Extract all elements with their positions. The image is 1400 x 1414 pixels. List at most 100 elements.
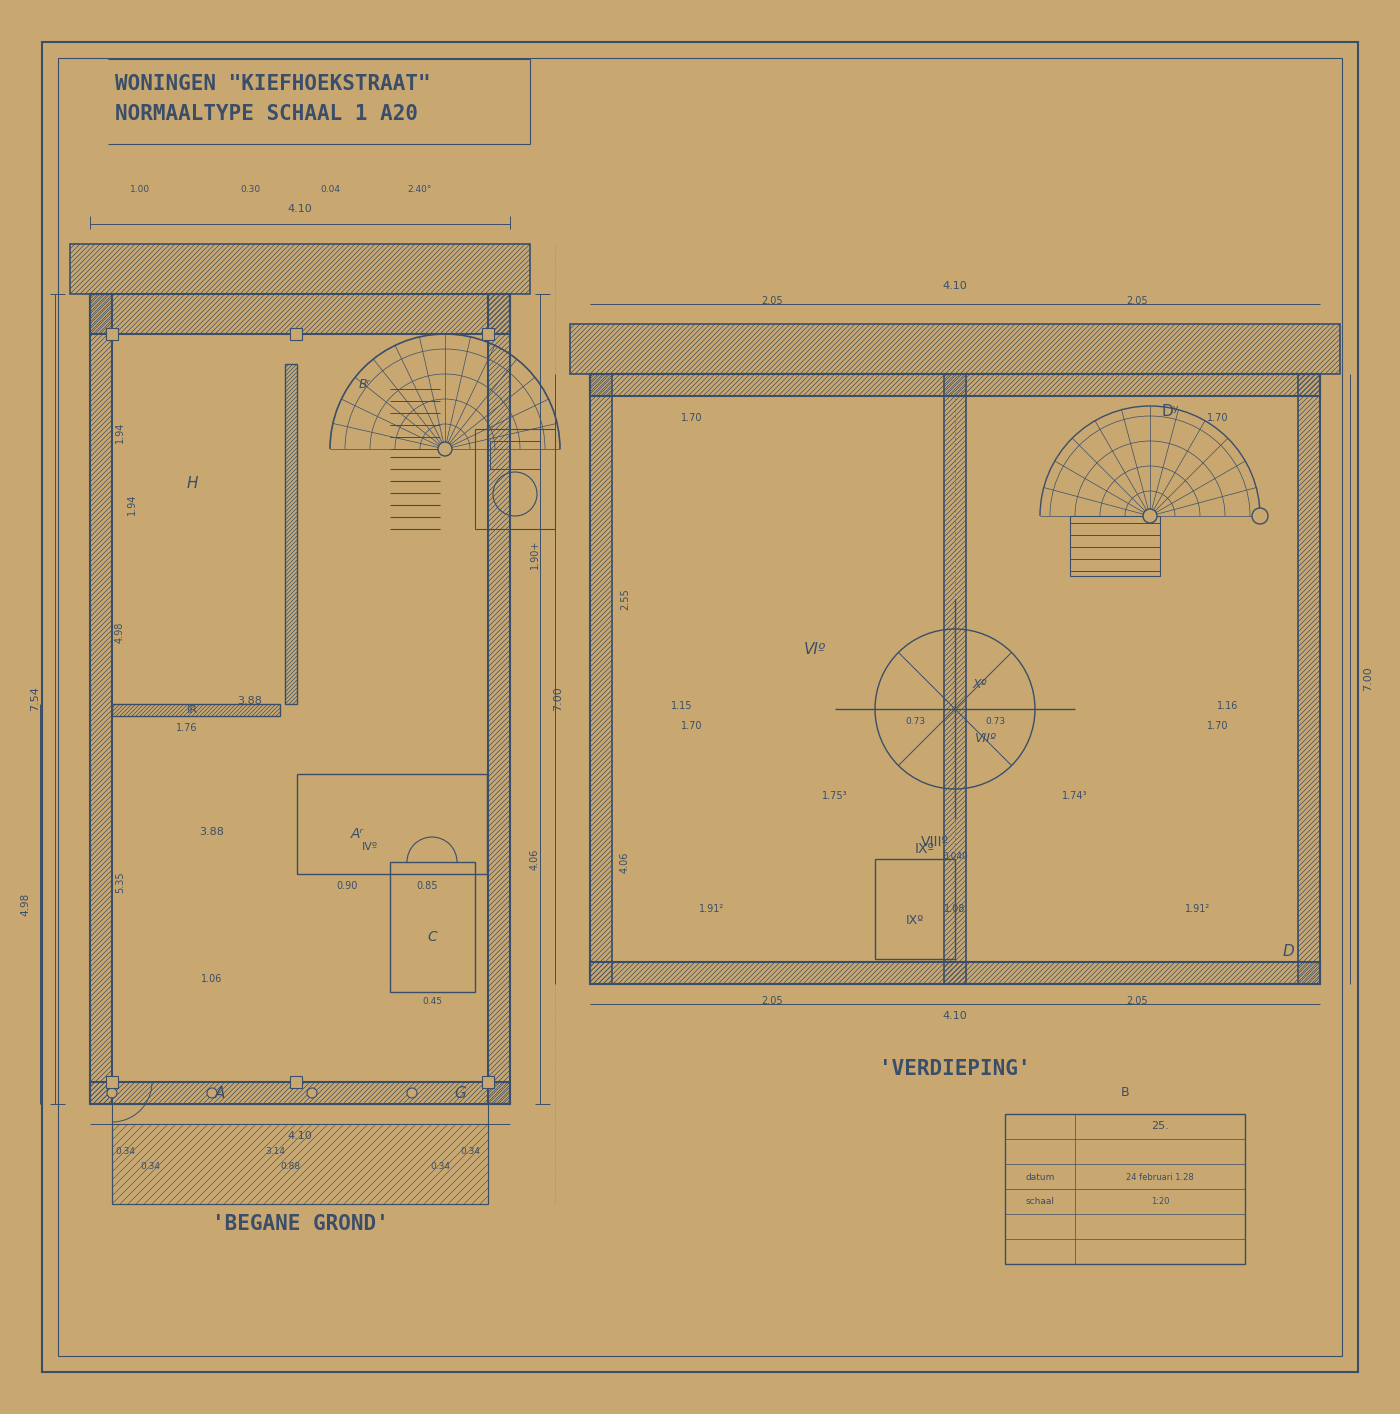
Text: 2.05: 2.05 — [762, 296, 783, 305]
Bar — [482, 1076, 494, 1087]
Text: 1.91²: 1.91² — [1186, 904, 1211, 913]
Bar — [70, 245, 531, 294]
Text: 7.00: 7.00 — [1364, 666, 1373, 691]
Text: 4.06: 4.06 — [620, 851, 630, 872]
Bar — [112, 1104, 489, 1203]
Text: D: D — [1282, 945, 1294, 960]
Bar — [1070, 516, 1161, 575]
Text: 4.06: 4.06 — [531, 848, 540, 870]
Text: WONINGEN "KIEFHOEKSTRAAT": WONINGEN "KIEFHOEKSTRAAT" — [115, 74, 431, 93]
Circle shape — [1142, 509, 1156, 523]
Bar — [490, 441, 540, 469]
Text: IVº: IVº — [363, 841, 378, 853]
Text: 1.76: 1.76 — [176, 723, 197, 732]
Bar — [1298, 373, 1320, 984]
Text: 4.98: 4.98 — [115, 621, 125, 643]
Text: A: A — [214, 1086, 225, 1100]
Text: C: C — [427, 930, 437, 945]
Bar — [482, 328, 494, 339]
Bar — [475, 428, 554, 529]
Circle shape — [407, 1087, 417, 1099]
Text: 0.34: 0.34 — [140, 1162, 160, 1171]
Text: 0.040: 0.040 — [942, 853, 967, 861]
Text: 4.10: 4.10 — [287, 204, 312, 214]
Text: Bʳ: Bʳ — [358, 378, 371, 390]
Text: 2.05: 2.05 — [762, 995, 783, 1005]
Circle shape — [207, 1087, 217, 1099]
Text: 2.55: 2.55 — [620, 588, 630, 609]
Text: 1.70: 1.70 — [1207, 413, 1229, 423]
Text: 25.: 25. — [1151, 1121, 1169, 1131]
Circle shape — [1252, 508, 1268, 525]
Text: 7.00: 7.00 — [553, 687, 563, 711]
Text: 3.88: 3.88 — [238, 696, 262, 706]
Text: 4.98: 4.98 — [20, 892, 29, 916]
Text: NORMAALTYPE SCHAAL 1 A20: NORMAALTYPE SCHAAL 1 A20 — [115, 105, 419, 124]
Bar — [589, 962, 1320, 984]
Bar — [489, 294, 510, 1104]
Bar — [286, 363, 297, 704]
Bar — [589, 373, 612, 984]
Text: 1.15: 1.15 — [671, 701, 693, 711]
Circle shape — [307, 1087, 316, 1099]
Bar — [944, 373, 966, 984]
Bar — [90, 294, 510, 334]
Text: 0.34: 0.34 — [115, 1147, 134, 1157]
Bar — [290, 328, 302, 339]
Text: VIIº: VIIº — [974, 732, 995, 745]
Text: 1.94: 1.94 — [115, 421, 125, 443]
Text: 3.14: 3.14 — [265, 1147, 286, 1157]
Text: VIIIº: VIIIº — [921, 836, 949, 848]
Bar — [90, 294, 112, 1104]
Bar — [391, 863, 475, 993]
Text: schaal: schaal — [1025, 1198, 1054, 1206]
Text: G: G — [454, 1086, 466, 1100]
Text: 0.73: 0.73 — [904, 717, 925, 725]
Text: 0.73: 0.73 — [986, 717, 1005, 725]
Text: 2.40°: 2.40° — [407, 184, 433, 194]
Text: 1.70: 1.70 — [682, 721, 703, 731]
Text: 'VERDIEPING': 'VERDIEPING' — [879, 1059, 1030, 1079]
Bar — [106, 1076, 118, 1087]
Text: 1.70: 1.70 — [682, 413, 703, 423]
Circle shape — [106, 1087, 118, 1099]
Text: Xº: Xº — [973, 677, 987, 690]
Bar — [875, 858, 955, 959]
Text: 3.88: 3.88 — [200, 827, 224, 837]
Bar — [589, 373, 1320, 984]
Text: 24 februari 1.28: 24 februari 1.28 — [1126, 1172, 1194, 1182]
Text: 4.10: 4.10 — [942, 1011, 967, 1021]
Bar — [1005, 1114, 1245, 1264]
Text: 1.16: 1.16 — [1218, 701, 1239, 711]
Text: 0.30: 0.30 — [239, 184, 260, 194]
Text: B: B — [1120, 1086, 1130, 1099]
Text: 0.45: 0.45 — [421, 997, 442, 1005]
Bar — [90, 1082, 510, 1104]
Text: VIº: VIº — [804, 642, 826, 656]
Text: 0.04: 0.04 — [321, 184, 340, 194]
Text: 0.34: 0.34 — [430, 1162, 449, 1171]
Text: 2.05: 2.05 — [1126, 296, 1148, 305]
Bar — [112, 704, 280, 715]
Text: 0.34: 0.34 — [461, 1147, 480, 1157]
Text: 5.35: 5.35 — [115, 871, 125, 892]
Text: IXº: IXº — [906, 913, 924, 928]
Text: 0.85: 0.85 — [416, 881, 438, 891]
Bar — [570, 324, 1340, 373]
Bar — [297, 773, 487, 874]
Text: Dʸ: Dʸ — [1162, 403, 1179, 419]
Text: 7.54: 7.54 — [29, 687, 41, 711]
Text: 1.06: 1.06 — [202, 974, 223, 984]
Bar — [112, 1124, 489, 1203]
Text: IR: IR — [186, 706, 197, 715]
Text: 1:20: 1:20 — [1151, 1198, 1169, 1206]
Text: 1.91²: 1.91² — [700, 904, 725, 913]
Text: 1.75³: 1.75³ — [822, 790, 848, 800]
Text: 1.90+: 1.90+ — [531, 539, 540, 568]
Text: 1.00: 1.00 — [130, 184, 150, 194]
Text: H: H — [186, 477, 197, 492]
Text: 1.70: 1.70 — [1207, 721, 1229, 731]
Text: 1.08: 1.08 — [945, 904, 966, 913]
Text: 0.90: 0.90 — [336, 881, 357, 891]
Text: 2.05: 2.05 — [1126, 995, 1148, 1005]
